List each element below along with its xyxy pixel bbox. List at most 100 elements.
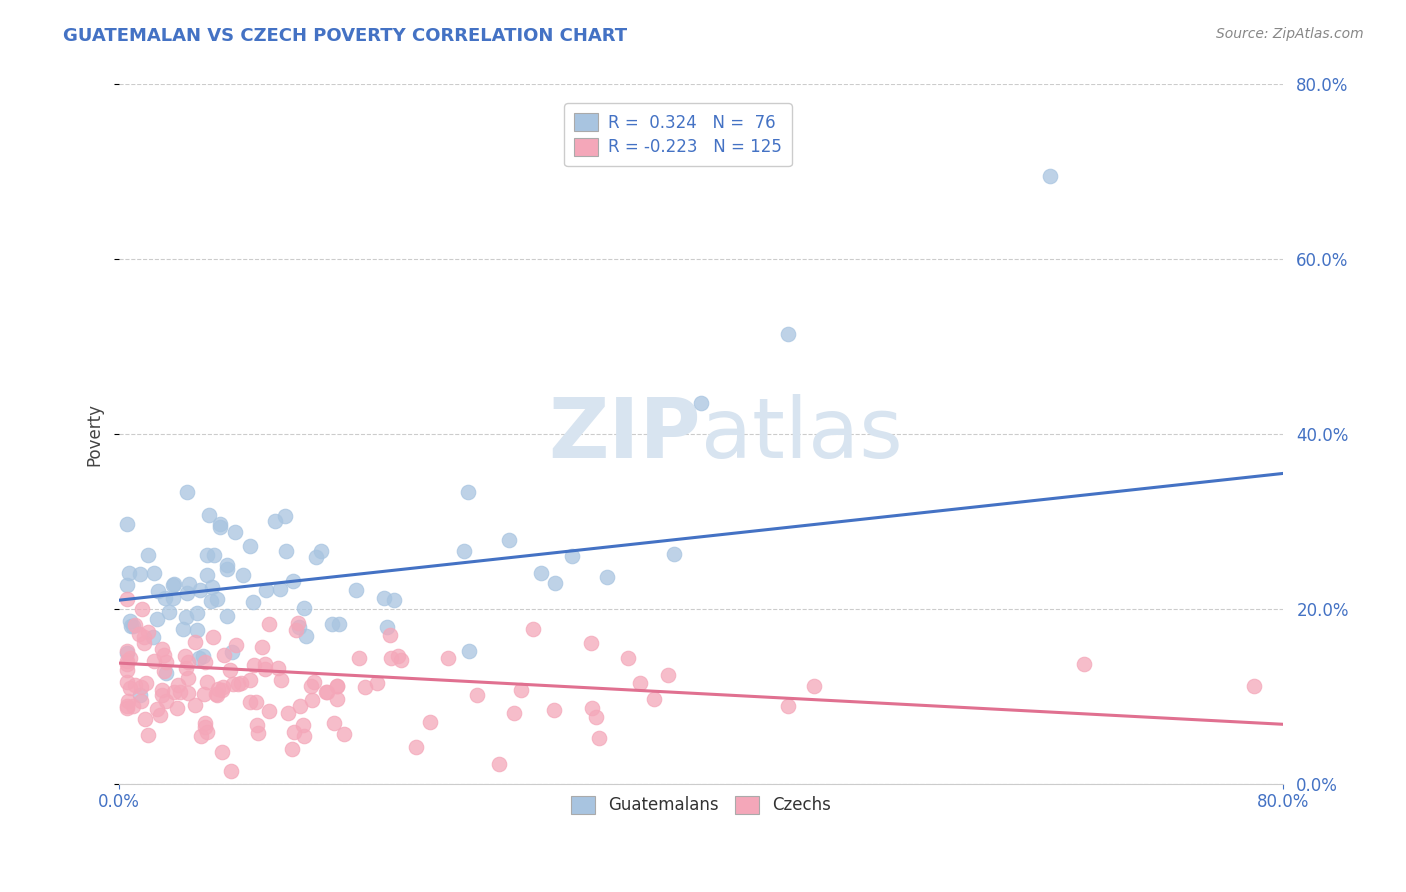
Point <box>209 517 232 532</box>
Point <box>389 653 412 667</box>
Point <box>239 673 262 688</box>
Point <box>150 688 173 702</box>
Point <box>146 612 169 626</box>
Point <box>419 714 441 729</box>
Point <box>596 570 619 584</box>
Point <box>269 582 291 597</box>
Point <box>115 646 138 660</box>
Point <box>193 687 215 701</box>
Point <box>344 582 367 597</box>
Point <box>197 724 219 739</box>
Point <box>186 606 208 620</box>
Point <box>136 548 159 562</box>
Point <box>281 574 304 588</box>
Text: ZIP: ZIP <box>548 393 702 475</box>
Point <box>115 663 138 677</box>
Point <box>167 677 190 691</box>
Point <box>197 508 219 523</box>
Point <box>305 550 328 565</box>
Point <box>465 688 488 702</box>
Point <box>643 691 665 706</box>
Point <box>354 680 377 694</box>
Point <box>1039 169 1062 184</box>
Point <box>326 679 349 693</box>
Point <box>322 715 344 730</box>
Point <box>124 618 146 632</box>
Point <box>387 649 409 664</box>
Point <box>122 619 145 633</box>
Point <box>188 583 211 598</box>
Point <box>177 672 200 686</box>
Point <box>217 558 239 572</box>
Point <box>153 648 176 663</box>
Point <box>205 688 228 702</box>
Point <box>177 686 200 700</box>
Point <box>243 657 266 672</box>
Point <box>135 675 157 690</box>
Point <box>246 717 269 731</box>
Point <box>229 675 252 690</box>
Point <box>224 525 246 540</box>
Point <box>585 709 607 723</box>
Point <box>136 728 159 742</box>
Point <box>498 533 520 548</box>
Point <box>299 679 322 693</box>
Point <box>617 651 640 665</box>
Point <box>242 595 264 609</box>
Point <box>188 651 211 665</box>
Point <box>458 643 481 657</box>
Point <box>628 676 651 690</box>
Point <box>664 547 686 561</box>
Point <box>309 544 332 558</box>
Point <box>153 591 176 606</box>
Point <box>148 583 170 598</box>
Point <box>115 577 138 591</box>
Point <box>288 620 311 634</box>
Point <box>219 764 242 778</box>
Y-axis label: Poverty: Poverty <box>86 402 103 466</box>
Point <box>285 624 308 638</box>
Point <box>128 627 150 641</box>
Point <box>325 679 347 693</box>
Point <box>120 619 142 633</box>
Point <box>405 740 427 755</box>
Point <box>201 580 224 594</box>
Point <box>169 685 191 699</box>
Point <box>292 718 315 732</box>
Point <box>1243 679 1265 693</box>
Point <box>202 549 225 563</box>
Point <box>150 642 173 657</box>
Point <box>226 677 249 691</box>
Point <box>1073 657 1095 672</box>
Point <box>186 624 208 638</box>
Point <box>270 673 292 687</box>
Point <box>543 703 565 717</box>
Point <box>257 704 280 718</box>
Point <box>373 591 395 606</box>
Point <box>193 648 215 663</box>
Point <box>174 610 197 624</box>
Point <box>134 636 156 650</box>
Point <box>131 601 153 615</box>
Point <box>157 605 180 619</box>
Point <box>259 616 281 631</box>
Point <box>174 648 197 663</box>
Point <box>315 685 337 699</box>
Point <box>382 592 405 607</box>
Point <box>120 651 142 665</box>
Point <box>209 520 232 534</box>
Point <box>184 635 207 649</box>
Point <box>347 650 370 665</box>
Point <box>277 706 299 720</box>
Point <box>509 682 531 697</box>
Point <box>502 706 524 720</box>
Point <box>657 668 679 682</box>
Legend: Guatemalans, Czechs: Guatemalans, Czechs <box>561 786 841 824</box>
Point <box>184 698 207 713</box>
Point <box>176 586 198 600</box>
Point <box>326 691 349 706</box>
Point <box>129 680 152 694</box>
Point <box>221 645 243 659</box>
Point <box>436 651 458 665</box>
Point <box>292 730 315 744</box>
